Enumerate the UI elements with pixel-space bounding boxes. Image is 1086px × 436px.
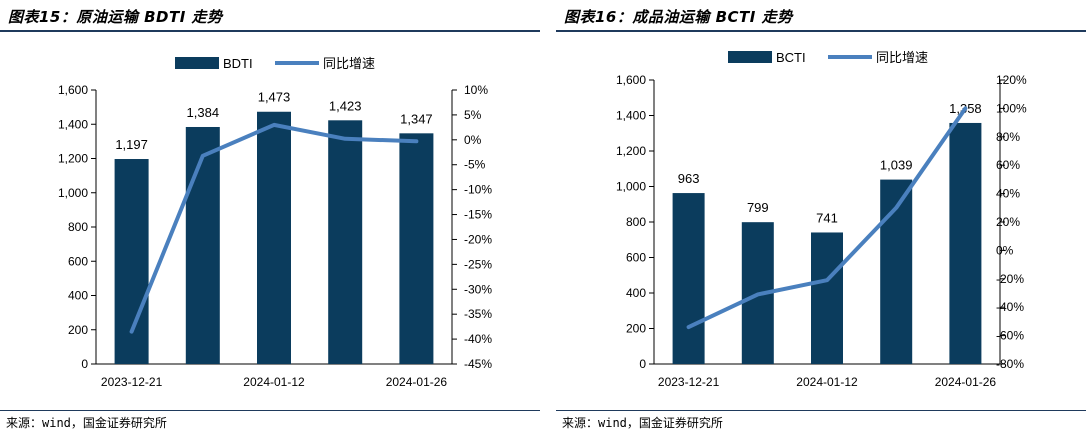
right-axis-tick-label: 40%: [996, 187, 1020, 201]
left-axis-tick-label: 800: [626, 215, 646, 229]
chart-source: 来源：wind，国金证券研究所: [6, 416, 167, 430]
bar-data-label: 741: [816, 210, 838, 225]
right-axis-tick-label: 0%: [464, 133, 482, 147]
right-axis-tick-label: 0%: [996, 243, 1014, 257]
bdti-chart: BDTI 同比增速 0 200 400 600 800 1,000 1,200 1,400 1,60…: [58, 56, 492, 389]
left-axis-tick-label: 1,000: [616, 180, 646, 194]
source-rule: [556, 410, 1086, 411]
left-axis-tick-label: 400: [626, 286, 646, 300]
left-axis-tick-label: 800: [68, 220, 88, 234]
left-axis-tick-label: 200: [68, 323, 88, 337]
bar-data-label: 799: [747, 200, 769, 215]
bar-data-label: 1,197: [115, 137, 148, 152]
bar-data-label: 1,347: [400, 111, 433, 126]
left-axis-tick-label: 1,200: [616, 144, 646, 158]
left-axis-tick-label: 1,400: [58, 117, 88, 131]
x-axis-tick-label: 2023-12-21: [658, 375, 720, 389]
right-axis-tick-label: -40%: [464, 332, 492, 346]
right-axis-tick-label: -10%: [464, 183, 492, 197]
right-axis-tick-label: -45%: [464, 357, 492, 371]
bar-data-label: 963: [678, 171, 700, 186]
bar: [811, 232, 843, 364]
legend-label-line: 同比增速: [876, 50, 928, 65]
right-axis-tick-label: -15%: [464, 208, 492, 222]
left-axis-tick-label: 1,600: [58, 83, 88, 97]
legend-swatch-bar: [175, 57, 219, 69]
chart-panel-bdti: 图表15：原油运输 BDTI 走势 BDTI 同比增速 0 200 400 600 800 1…: [0, 0, 540, 436]
x-axis-tick-label: 2024-01-26: [935, 375, 997, 389]
x-axis-tick-label: 2024-01-12: [243, 375, 305, 389]
right-axis-tick-label: -20%: [464, 232, 492, 246]
right-axis-tick-label: -30%: [464, 282, 492, 296]
legend-label-bar: BDTI: [223, 56, 253, 71]
line-series: [686, 106, 968, 330]
legend-label-bar: BCTI: [776, 50, 806, 65]
title-rule: [556, 30, 1086, 32]
x-axis-tick-label: 2024-01-12: [796, 375, 858, 389]
left-axis-tick-label: 400: [68, 289, 88, 303]
bar: [672, 193, 705, 364]
bar: [949, 122, 982, 364]
right-axis-tick-label: -20%: [996, 272, 1024, 286]
left-axis-tick-label: 600: [626, 251, 646, 265]
right-axis-tick-label: 120%: [996, 73, 1027, 87]
chart-source: 来源：wind，国金证券研究所: [562, 416, 723, 430]
chart-panel-bcti: 图表16：成品油运输 BCTI 走势 BCTI 同比增速 0 200 400 600 800…: [556, 0, 1086, 436]
left-axis-tick-label: 600: [68, 254, 88, 268]
x-axis-tick-label: 2023-12-21: [101, 375, 163, 389]
left-axis-tick-label: 0: [639, 357, 646, 371]
x-axis-tick-label: 2024-01-26: [386, 375, 448, 389]
left-axis-tick-label: 0: [81, 357, 88, 371]
right-axis-tick-label: -5%: [464, 158, 486, 172]
chart-title: 图表15：原油运输 BDTI 走势: [8, 8, 223, 26]
right-axis-tick-label: 10%: [464, 83, 488, 97]
right-axis-tick-label: 20%: [996, 215, 1020, 229]
bar: [328, 120, 363, 364]
bar: [257, 111, 291, 364]
left-axis-tick-label: 1,400: [616, 109, 646, 123]
bar-data-label: 1,384: [187, 105, 220, 120]
bar-data-label: 1,423: [329, 98, 362, 113]
source-rule: [0, 410, 540, 411]
right-axis-tick-label: 5%: [464, 108, 482, 122]
right-axis-tick-label: -40%: [996, 300, 1024, 314]
right-axis-tick-label: 100%: [996, 101, 1027, 115]
right-axis-tick-label: -60%: [996, 329, 1024, 343]
bar-data-label: 1,473: [258, 90, 291, 105]
bar: [399, 133, 434, 364]
left-axis-tick-label: 1,600: [616, 73, 646, 87]
left-axis-tick-label: 1,200: [58, 152, 88, 166]
legend-label-line: 同比增速: [323, 56, 375, 71]
bar: [185, 126, 220, 365]
left-axis-tick-label: 200: [626, 322, 646, 336]
chart-title: 图表16：成品油运输 BCTI 走势: [564, 8, 793, 26]
right-axis-tick-label: -80%: [996, 357, 1024, 371]
title-rule: [0, 30, 540, 32]
legend-swatch-bar: [728, 51, 772, 63]
bar-data-label: 1,039: [880, 158, 913, 173]
right-axis-tick-label: 60%: [996, 158, 1020, 172]
bcti-chart: BCTI 同比增速 0 200 400 600 800 1,000 1,200 1,400 1,60…: [616, 50, 1027, 389]
left-axis-tick-label: 1,000: [58, 186, 88, 200]
right-axis-tick-label: 80%: [996, 130, 1020, 144]
line-series: [129, 122, 419, 334]
right-axis-tick-label: -35%: [464, 307, 492, 321]
right-axis-tick-label: -25%: [464, 257, 492, 271]
